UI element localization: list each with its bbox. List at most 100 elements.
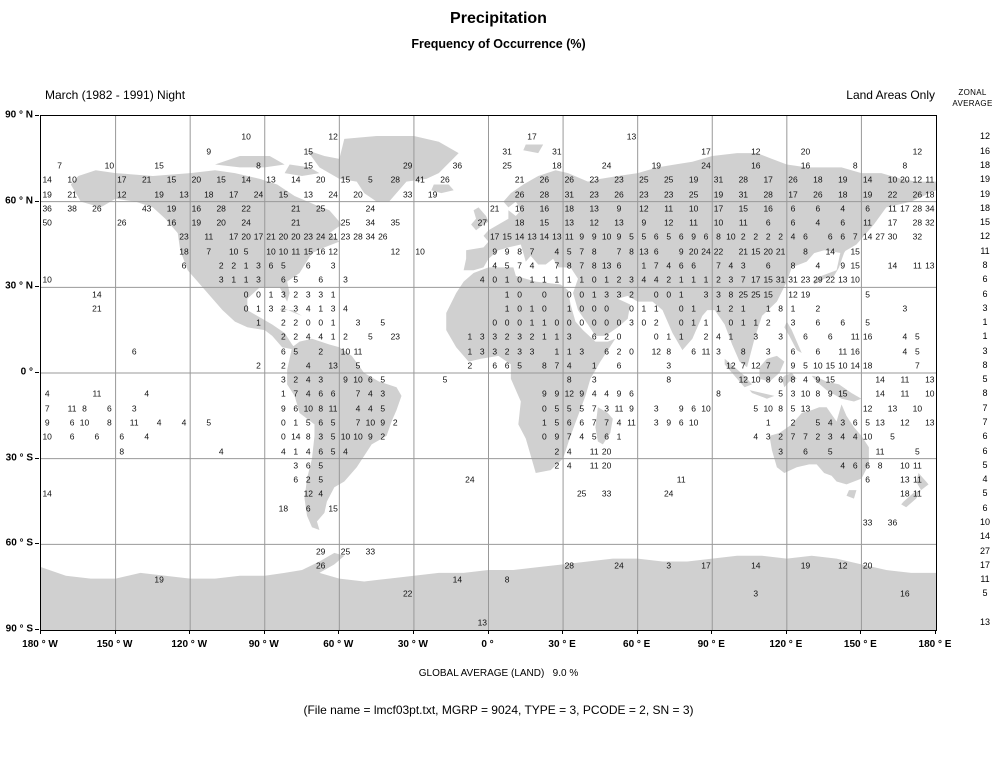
- grid-value: 16: [763, 203, 773, 214]
- world-map-plot: 10 12 17 13 9 15 31 31 17 12 20 12 7 10 15 8 15 29 36 25 18 2…: [40, 115, 937, 631]
- grid-value: 9: [542, 388, 547, 399]
- zonal-average-value: 5: [982, 588, 988, 599]
- grid-value: 7: [355, 417, 361, 428]
- grid-value: 11: [627, 417, 636, 428]
- grid-value: 6: [318, 446, 324, 456]
- grid-value: 0: [591, 317, 597, 328]
- grid-value: 3: [840, 417, 846, 428]
- grid-value: 1: [566, 346, 572, 357]
- axis-tick: [860, 630, 862, 634]
- grid-value: 0: [641, 317, 647, 328]
- grid-value: 23: [589, 174, 599, 185]
- grid-value: 13: [601, 260, 612, 271]
- grid-value: 3: [281, 289, 286, 299]
- grid-value: 21: [92, 303, 102, 314]
- grid-value: 12: [751, 146, 761, 157]
- grid-value: 1: [467, 331, 473, 342]
- grid-value: 15: [502, 231, 512, 242]
- grid-value: 15: [751, 246, 761, 257]
- landmass-shape: [215, 155, 285, 168]
- grid-value: 15: [303, 246, 314, 257]
- grid-value: 4: [840, 431, 846, 442]
- grid-value: 4: [492, 260, 498, 271]
- grid-value: 28: [912, 217, 923, 228]
- grid-value: 26: [514, 189, 525, 199]
- grid-value: 3: [492, 346, 498, 357]
- coverage-label: Land Areas Only: [846, 88, 935, 102]
- grid-value: 5: [827, 446, 833, 456]
- grid-value: 2: [765, 231, 771, 242]
- grid-value: 12: [751, 360, 761, 371]
- landmass-shape: [759, 355, 785, 382]
- grid-value: 10: [266, 246, 276, 257]
- grid-value: 10: [688, 417, 699, 428]
- grid-value: 34: [925, 203, 935, 214]
- grid-value: 31: [552, 146, 562, 157]
- grid-value: 9: [616, 388, 622, 399]
- grid-value: 10: [278, 246, 289, 257]
- grid-value: 8: [629, 246, 634, 257]
- grid-value: 17: [900, 203, 910, 214]
- grid-value: 7: [740, 360, 746, 371]
- grid-value: 8: [790, 260, 796, 271]
- grid-value: 2: [716, 274, 721, 285]
- grid-value: 6: [691, 260, 696, 271]
- grid-value: 6: [107, 403, 112, 414]
- grid-value: 11: [912, 260, 922, 271]
- grid-value: 18: [925, 189, 935, 199]
- lat-tick-label: 30 ° N: [5, 280, 33, 292]
- grid-value: 2: [281, 317, 286, 328]
- grid-value: 6: [318, 274, 324, 285]
- grid-value: 0: [604, 317, 609, 328]
- grid-value: 22: [402, 588, 413, 599]
- grid-value: 10: [862, 431, 873, 442]
- grid-value: 24: [241, 217, 251, 228]
- grid-value: 18: [552, 160, 562, 171]
- grid-value: 31: [788, 274, 798, 285]
- grid-value: 22: [825, 274, 836, 285]
- grid-value: 11: [900, 388, 910, 399]
- grid-value: 7: [206, 246, 212, 257]
- grid-value: 1: [554, 346, 560, 357]
- landmass-shape: [846, 490, 857, 499]
- grid-value: 6: [703, 231, 709, 242]
- landmass-shape: [814, 244, 849, 285]
- grid-value: 6: [579, 417, 585, 428]
- lon-tick-label: 180 ° W: [22, 639, 58, 650]
- grid-value: 10: [688, 203, 699, 214]
- landmass-shape: [431, 184, 454, 194]
- grid-value: 17: [489, 231, 500, 242]
- grid-value: 6: [604, 346, 609, 357]
- grid-value: 10: [353, 374, 363, 385]
- zonal-average-value: 17: [979, 559, 991, 570]
- grid-value: 5: [629, 231, 634, 242]
- grid-value: 9: [492, 246, 498, 257]
- grid-value: 10: [79, 417, 90, 428]
- grid-value: 10: [763, 403, 773, 414]
- grid-value: 14: [875, 388, 885, 399]
- grid-value: 2: [343, 331, 348, 342]
- grid-value: 7: [790, 431, 796, 442]
- grid-value: 33: [402, 189, 413, 199]
- grid-value: 6: [181, 260, 187, 271]
- landmass-shape: [471, 207, 489, 231]
- grid-value: 1: [231, 274, 237, 285]
- zonal-average-value: 6: [982, 288, 988, 299]
- grid-value: 21: [514, 174, 525, 185]
- grid-value: 6: [566, 417, 572, 428]
- grid-value: 5: [790, 403, 796, 414]
- grid-value: 1: [256, 317, 261, 328]
- lon-tick-label: 90 ° W: [248, 639, 279, 650]
- longitude-axis: 180 ° W 150 ° W 120 ° W 90 ° W 60 ° W 30 ° W 0…: [22, 639, 951, 653]
- axis-tick: [338, 630, 340, 634]
- grid-value: 14: [875, 374, 885, 385]
- grid-value: 3: [616, 289, 622, 299]
- grid-value: 14: [887, 260, 898, 271]
- grid-value: 21: [489, 203, 500, 214]
- grid-value: 15: [763, 289, 773, 299]
- grid-value: 14: [241, 174, 251, 185]
- grid-value: 8: [542, 360, 547, 371]
- grid-value: 20: [900, 174, 910, 185]
- grid-value: 26: [440, 174, 450, 185]
- grid-value: 5: [293, 274, 299, 285]
